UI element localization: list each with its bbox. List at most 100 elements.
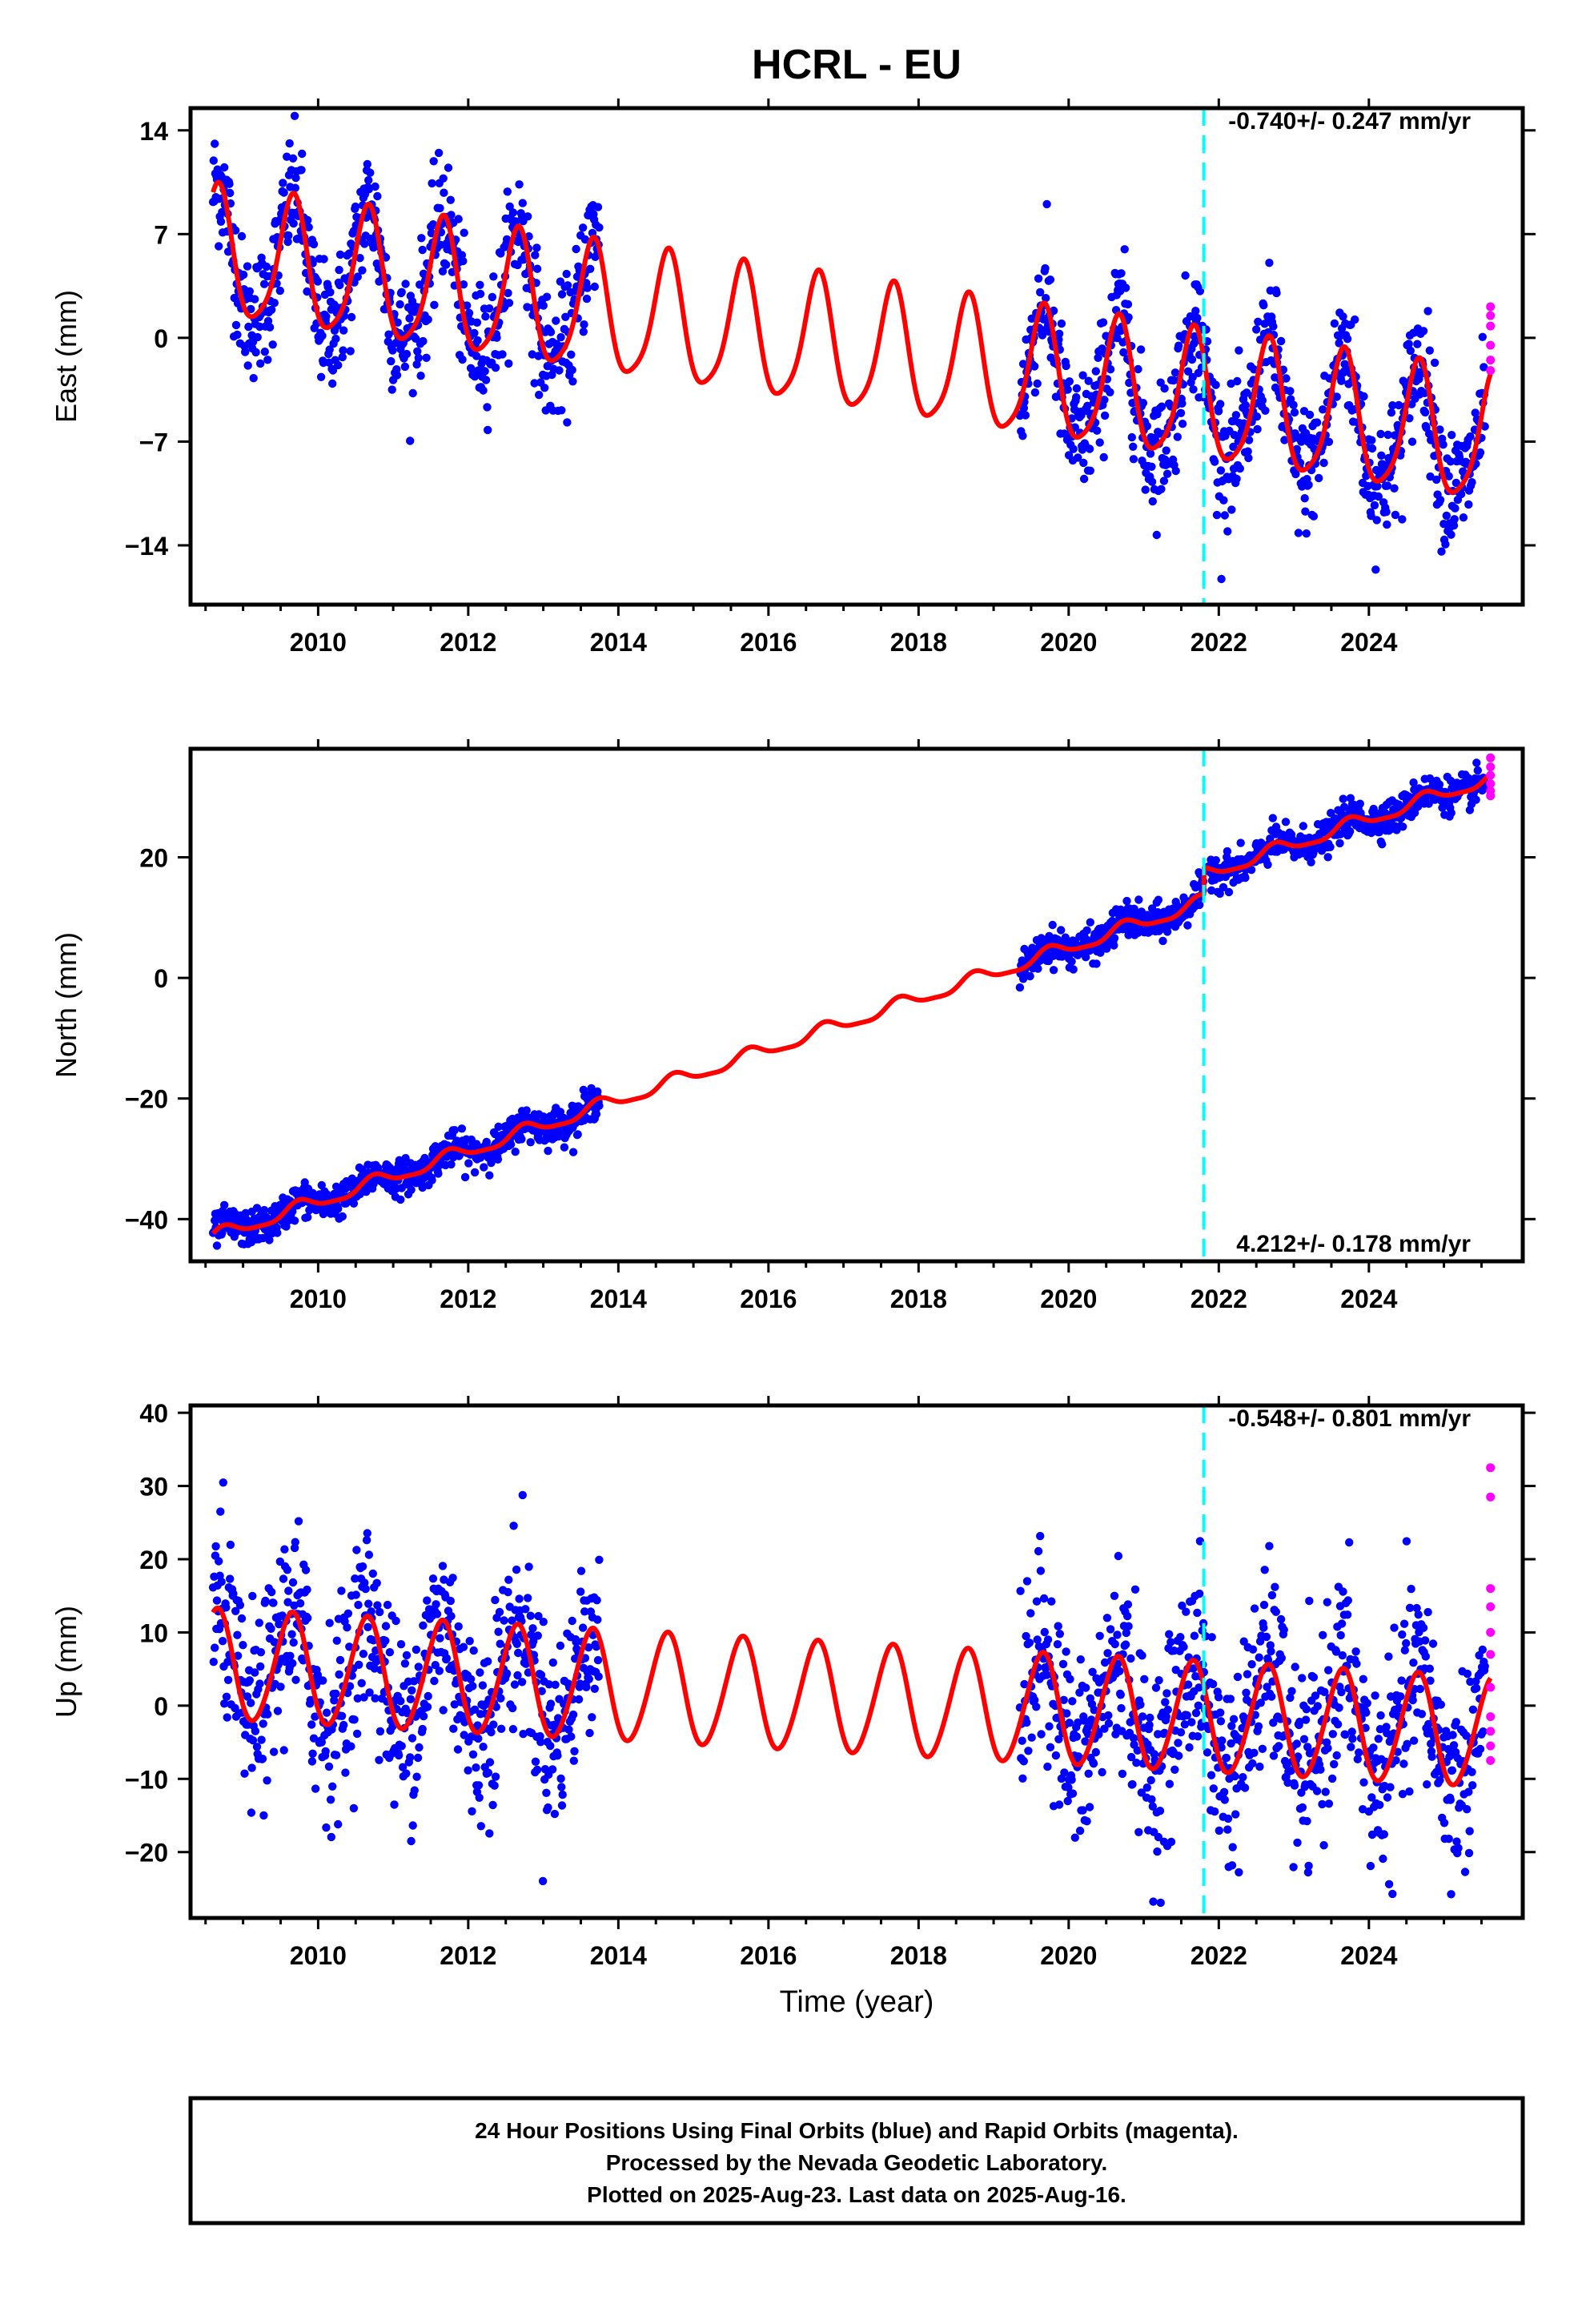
north-point: [1034, 964, 1042, 973]
up-point: [464, 1766, 472, 1775]
north-rapid-orbit-point: [1486, 762, 1496, 772]
up-point: [1446, 1795, 1456, 1804]
east-point: [1046, 275, 1055, 284]
east-point: [1367, 444, 1377, 453]
up-point: [311, 1784, 320, 1793]
east-point: [1372, 516, 1381, 525]
north-point: [482, 1137, 491, 1147]
up-point: [568, 1710, 578, 1719]
east-point: [1253, 424, 1262, 434]
up-point: [1379, 1830, 1389, 1839]
east-point: [1383, 430, 1392, 440]
up-point: [252, 1743, 262, 1751]
up-point: [551, 1680, 560, 1689]
east-point: [434, 148, 444, 158]
up-point: [1330, 1759, 1339, 1769]
east-y-tick-label: −14: [125, 532, 168, 561]
up-point: [1183, 1680, 1193, 1689]
east-point: [1425, 346, 1435, 355]
east-point: [1079, 458, 1088, 468]
up-point: [504, 1575, 513, 1584]
up-point: [491, 1772, 500, 1781]
east-point: [1382, 508, 1391, 517]
east-point: [309, 239, 319, 249]
east-point: [555, 366, 564, 375]
up-point: [1156, 1898, 1165, 1908]
north-point: [1378, 840, 1387, 849]
up-point: [1428, 1639, 1438, 1648]
up-point: [1259, 1623, 1268, 1632]
up-point: [226, 1574, 235, 1583]
up-point: [1053, 1640, 1062, 1649]
up-point: [226, 1540, 235, 1550]
up-point: [331, 1689, 340, 1699]
north-point: [282, 1222, 291, 1231]
east-point: [1459, 513, 1468, 522]
east-point: [428, 179, 436, 188]
east-rapid-orbit-point: [1486, 356, 1496, 365]
east-point: [1162, 469, 1172, 478]
up-point: [408, 1686, 416, 1695]
north-point: [485, 1171, 494, 1180]
up-point: [1182, 1607, 1191, 1616]
north-point: [464, 1159, 473, 1168]
up-point: [331, 1751, 341, 1759]
east-point: [438, 267, 448, 275]
up-point: [553, 1751, 562, 1760]
east-point: [1265, 259, 1274, 267]
up-panel: 2010 2012 2014 2016 2018 2020 2022 202440302010…: [50, 1396, 1536, 1970]
up-point: [423, 1596, 432, 1605]
up-point: [259, 1811, 268, 1820]
east-point: [1183, 367, 1193, 376]
up-x-tick-label: 2024: [1340, 1941, 1397, 1970]
east-point: [1319, 405, 1327, 414]
east-point: [1254, 317, 1263, 326]
east-point: [259, 279, 269, 288]
up-point: [328, 1782, 337, 1791]
up-point: [459, 1642, 468, 1651]
up-point: [1414, 1610, 1423, 1619]
east-point: [1471, 408, 1480, 417]
up-point: [1022, 1577, 1032, 1586]
up-point: [1085, 1803, 1094, 1811]
east-point: [472, 318, 482, 327]
up-point: [1324, 1799, 1334, 1808]
east-point: [289, 219, 298, 228]
up-point: [352, 1729, 362, 1739]
north-point: [212, 1241, 222, 1250]
up-point: [1323, 1598, 1332, 1606]
east-point: [480, 367, 489, 376]
up-point: [1187, 1718, 1196, 1727]
east-point: [216, 217, 226, 226]
east-panel: 2010 2012 2014 2016 2018 2020 2022 20241470−7−1…: [50, 99, 1536, 657]
up-point: [1128, 1779, 1137, 1789]
east-point: [402, 349, 412, 359]
up-point: [1115, 1667, 1124, 1675]
up-point: [335, 1670, 343, 1679]
north-point: [1183, 921, 1192, 930]
east-point: [442, 260, 451, 269]
up-point: [1161, 1698, 1170, 1707]
east-point: [225, 179, 234, 188]
east-point: [1377, 451, 1386, 460]
east-y-tick-label: 0: [154, 324, 168, 353]
up-point: [1336, 1630, 1345, 1640]
north-point: [460, 1172, 470, 1182]
up-point: [307, 1757, 317, 1766]
east-point: [291, 173, 300, 183]
east-point: [416, 372, 425, 380]
east-point: [579, 328, 588, 336]
east-point: [436, 203, 444, 213]
up-point: [1046, 1743, 1055, 1751]
up-point: [247, 1699, 255, 1707]
up-point: [1054, 1622, 1062, 1630]
east-point: [1018, 432, 1027, 440]
up-point: [557, 1801, 567, 1810]
up-point: [1082, 1683, 1090, 1692]
east-point: [1231, 411, 1241, 420]
up-point: [546, 1741, 555, 1751]
east-point: [303, 287, 311, 296]
up-point: [1034, 1546, 1043, 1556]
up-point: [487, 1727, 496, 1737]
east-point: [265, 323, 275, 332]
